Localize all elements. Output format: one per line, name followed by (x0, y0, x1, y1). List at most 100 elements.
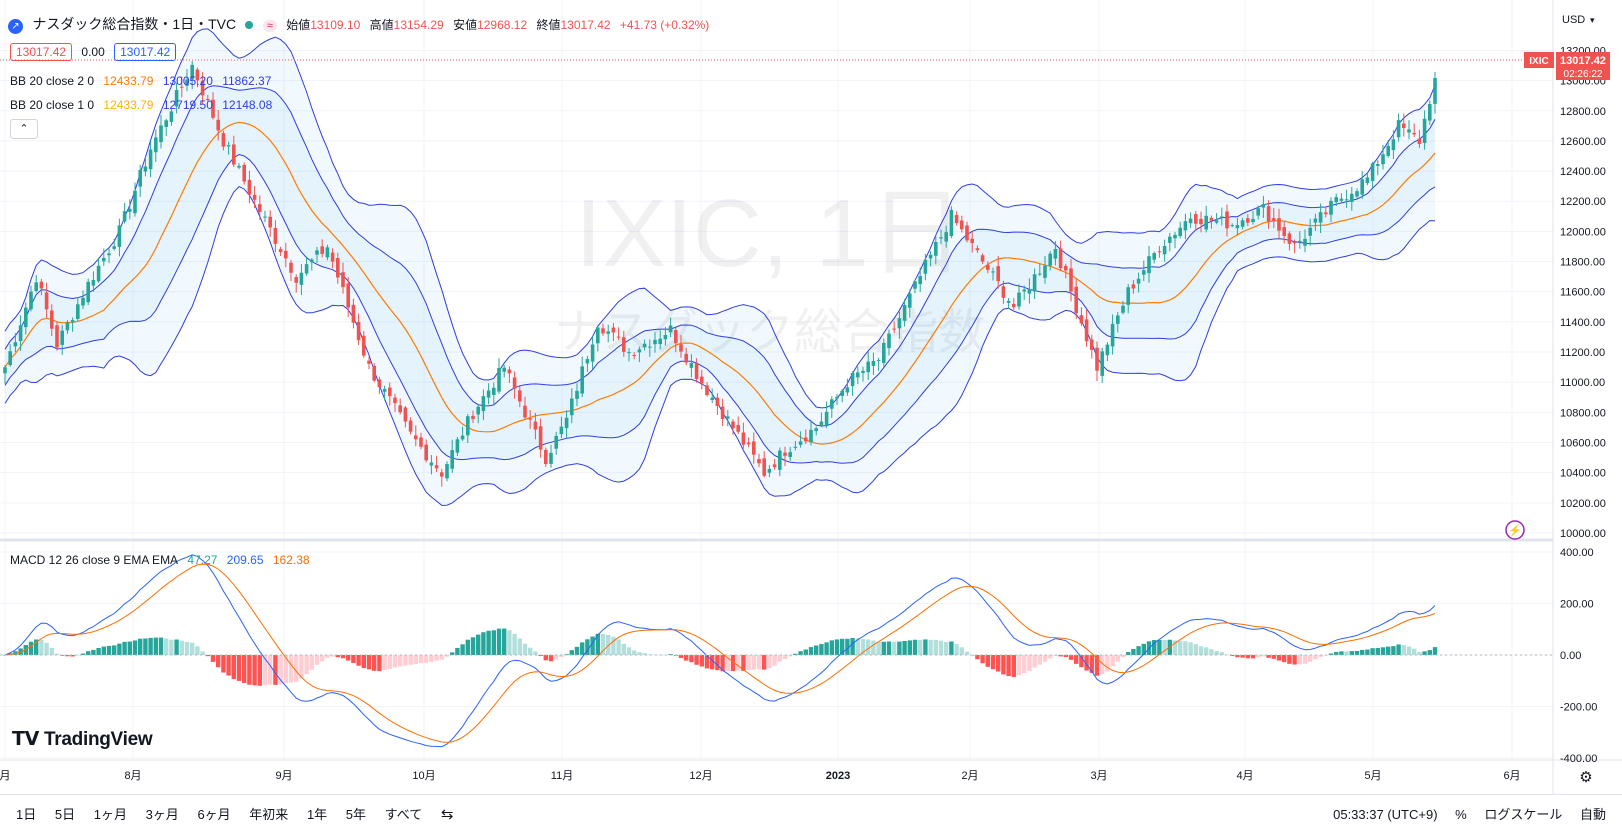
candle-body (512, 377, 517, 389)
date-range-icon[interactable]: ⇆ (440, 806, 454, 823)
currency-label[interactable]: USD (1562, 14, 1585, 26)
range-6m[interactable]: 6ヶ月 (197, 807, 231, 822)
macd-histogram-bar (439, 655, 444, 660)
candle-body (117, 225, 122, 247)
candlesticks (3, 60, 1437, 487)
range-all[interactable]: すべて (384, 807, 423, 822)
candle (107, 248, 111, 264)
candle (544, 447, 548, 467)
currency-chevron-icon[interactable]: ▾ (1590, 15, 1595, 25)
range-5d[interactable]: 5日 (54, 807, 76, 822)
macd-histogram-bar (1110, 655, 1115, 667)
macd-tick-label: -400.00 (1560, 753, 1597, 765)
bb2-basis: 12433.79 (103, 74, 154, 88)
bb2-lower: 11862.37 (222, 74, 272, 88)
ask-box[interactable]: 13017.42 (114, 43, 177, 61)
candle-body (1370, 163, 1375, 181)
macd-axis[interactable]: -400.00 -200.00 0.00 200.00 400.00 (1560, 547, 1597, 765)
candle (1261, 195, 1266, 218)
candle (299, 263, 304, 296)
candle (1386, 140, 1390, 158)
time-axis[interactable]: 月 8月 9月 10月 11月 12月 2023 2月 3月 4月 5月 6月 (0, 770, 1521, 782)
tradingview-logo[interactable]: 𝗧𝗩 TradingView (12, 728, 153, 751)
range-1m[interactable]: 1ヶ月 (93, 807, 127, 822)
data-delay-icon[interactable]: ≈ (262, 20, 277, 32)
candle-body (50, 310, 54, 329)
macd-histogram-bar (351, 655, 356, 664)
clock-time[interactable]: 05:33:37 (UTC+9) (1333, 807, 1438, 822)
candle (315, 247, 319, 263)
macd-histogram-bar (158, 637, 164, 655)
macd-histogram-bar (143, 638, 148, 655)
macd-histogram-bar (1204, 647, 1209, 655)
bb2-legend[interactable]: BB 20 close 2 0 12433.79 13005.20 11862.… (10, 74, 277, 88)
range-1y[interactable]: 1年 (306, 807, 328, 822)
candle-body (1220, 216, 1224, 218)
macd-histogram-bar (892, 641, 897, 655)
spread-value: 0.00 (81, 45, 105, 59)
auto-scale-toggle[interactable]: 自動 (1579, 807, 1606, 822)
chart-title[interactable]: ナスダック総合指数・1日・TVC (32, 16, 237, 32)
bid-box[interactable]: 13017.42 (10, 43, 73, 61)
macd-histogram-bar (777, 655, 782, 662)
candle (1240, 217, 1245, 230)
macd-histogram-bar (574, 646, 580, 655)
candle-body (871, 360, 876, 366)
macd-histogram-bar (1131, 648, 1136, 655)
bb2-label: BB 20 close 2 0 (10, 74, 95, 88)
candle-body (356, 321, 361, 341)
candle-body (663, 335, 668, 340)
macd-histogram-bar (808, 647, 814, 655)
macd-histogram-bar (1344, 651, 1349, 655)
log-scale-toggle[interactable]: ログスケール (1484, 807, 1563, 822)
macd-legend[interactable]: MACD 12 26 close 9 EMA EMA 47.27 209.65 … (10, 553, 316, 567)
candle (351, 298, 356, 329)
candle-body (819, 421, 824, 426)
price-tag: IXIC 13017.42 02:26:22 (1524, 52, 1610, 80)
macd-histogram-bar (314, 655, 320, 665)
candle-body (668, 325, 673, 333)
range-5y[interactable]: 5年 (345, 807, 367, 822)
candle (273, 220, 278, 253)
candle-body (81, 297, 85, 306)
candle-body (736, 425, 740, 432)
candle (1428, 100, 1432, 126)
candle-body (1298, 240, 1302, 243)
candle (1058, 240, 1063, 272)
percent-toggle[interactable]: % (1455, 807, 1467, 822)
range-ytd[interactable]: 年初来 (249, 807, 289, 822)
candle (497, 358, 501, 394)
settings-icon[interactable]: ⚙ (1579, 769, 1592, 786)
alert-icon[interactable]: ⚡ (1505, 520, 1525, 540)
range-3m[interactable]: 3ヶ月 (145, 807, 179, 822)
candle-body (232, 144, 236, 165)
candle-body (570, 398, 574, 416)
macd-histogram-bar (1183, 641, 1188, 655)
candle-body (1277, 218, 1281, 231)
market-status-icon[interactable] (245, 21, 254, 29)
candle (252, 186, 257, 209)
candle-body (13, 342, 18, 347)
candle (1090, 334, 1094, 359)
symbol-logo-icon[interactable]: ↗ (8, 19, 23, 34)
candle-body (429, 462, 434, 466)
collapse-legend-button[interactable]: ⌃ (10, 119, 38, 139)
macd-histogram-bar (704, 655, 710, 669)
candle-body (1168, 236, 1172, 243)
candle (622, 330, 626, 357)
candle (715, 393, 720, 415)
candle (237, 163, 241, 170)
bb1-legend[interactable]: BB 20 close 1 0 12433.79 12719.50 12148.… (10, 98, 278, 112)
range-1d[interactable]: 1日 (16, 807, 37, 822)
macd-histogram-bar (782, 655, 788, 659)
macd-histogram-bar (1027, 655, 1032, 671)
candle (897, 311, 902, 339)
price-axis[interactable]: 10000.00 10200.00 10400.00 10600.00 10800.00… (1560, 45, 1606, 540)
macd-histogram-bar (465, 639, 470, 655)
macd-histogram-bar (252, 655, 257, 686)
macd-tick-label: 0.00 (1560, 650, 1581, 662)
candle-body (466, 416, 470, 436)
chart[interactable]: IXIC, 1日 ナスダック総合指数 10000.00 10200.00 10400… (0, 0, 1622, 794)
macd-histogram-bar (1105, 655, 1110, 672)
macd-histogram-bar (1058, 655, 1063, 657)
